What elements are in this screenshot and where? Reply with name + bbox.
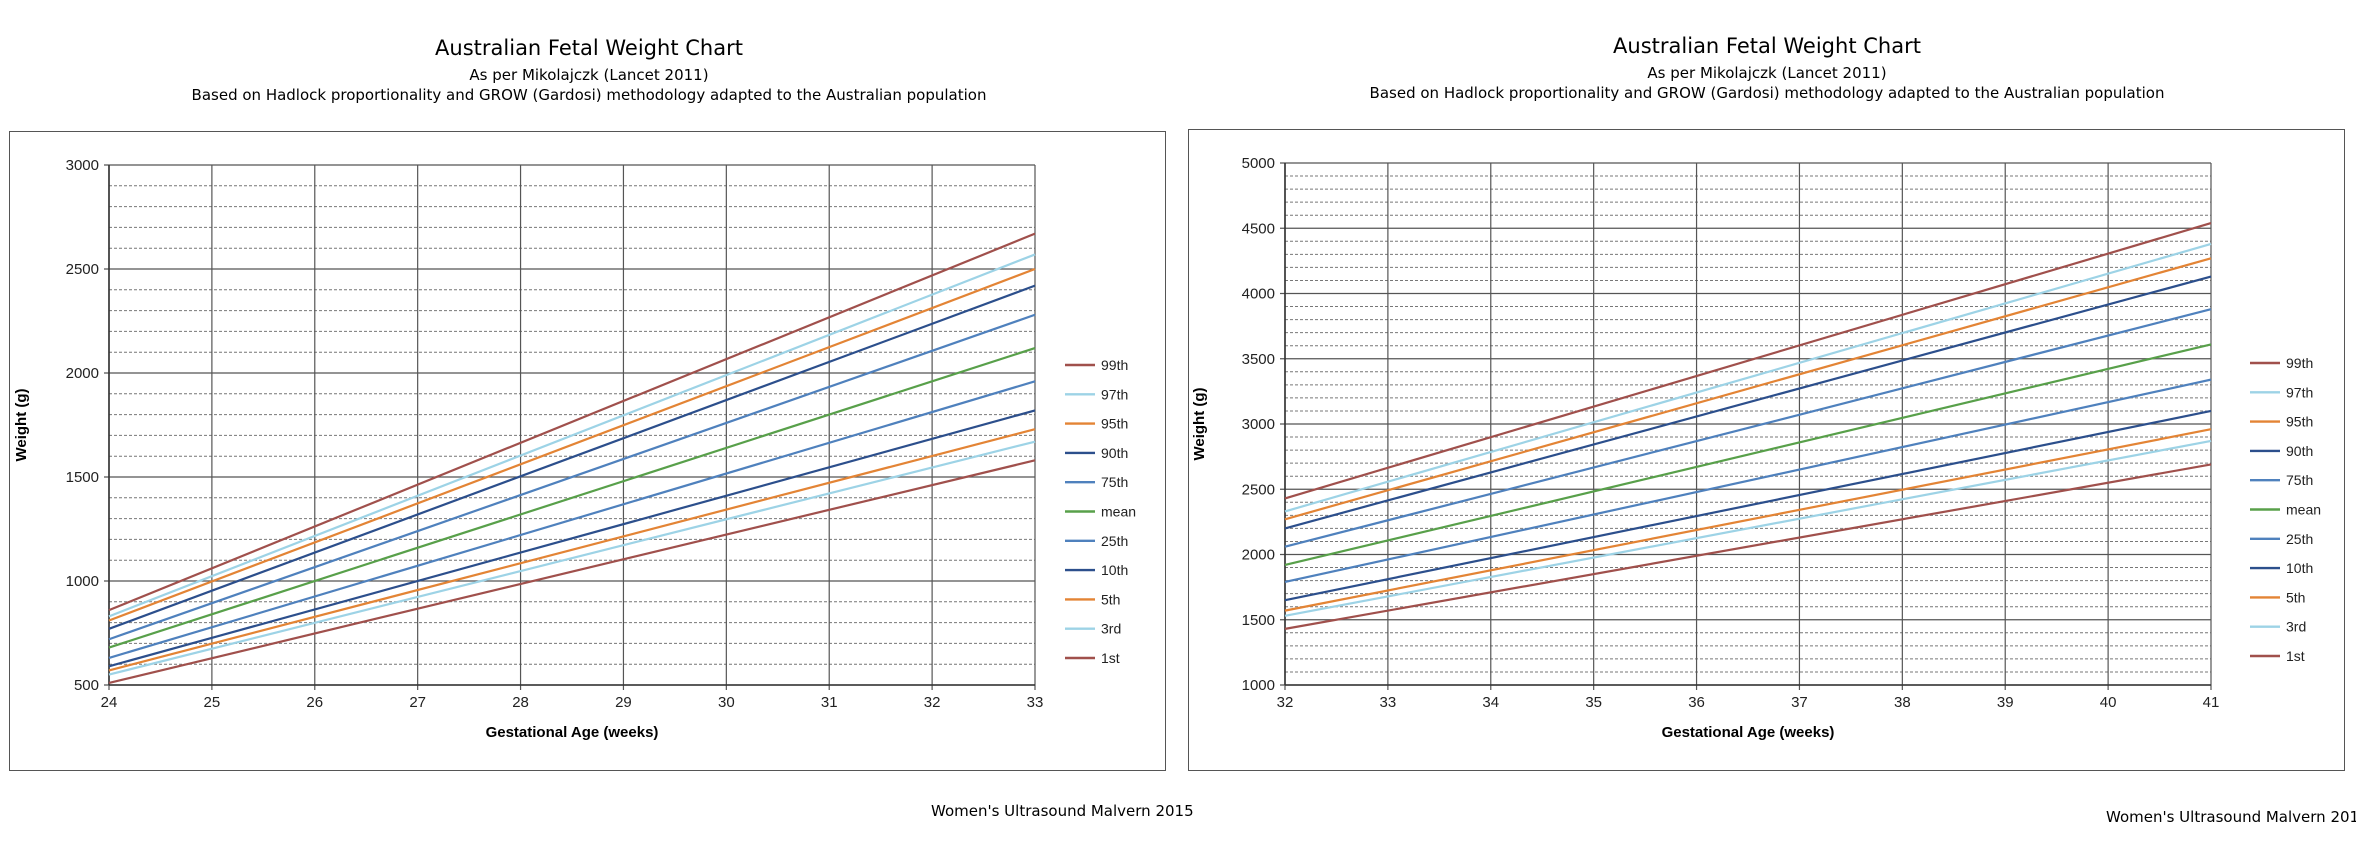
legend-label-75th: 75th: [2286, 472, 2313, 488]
x-tick-label: 38: [1894, 694, 1911, 711]
x-tick-label: 25: [204, 694, 221, 711]
x-tick-label: 24: [101, 694, 118, 711]
series-line-10th: [108, 409, 1036, 668]
legend-label-25th: 25th: [2286, 531, 2313, 547]
series-line-1st: [108, 459, 1036, 684]
legend-label-3rd: 3rd: [2286, 619, 2306, 635]
x-tick-label: 36: [1688, 694, 1705, 711]
chart-title: Australian Fetal Weight Chart: [1613, 34, 1921, 58]
legend-label-95th: 95th: [2286, 414, 2313, 430]
y-axis-title: Weight (g): [1191, 387, 1208, 460]
series-line-3rd: [108, 440, 1036, 676]
legend-label-90th: 90th: [2286, 443, 2313, 459]
legend-label-5th: 5th: [2286, 589, 2305, 605]
chart-panel-left: Australian Fetal Weight Chart As per Mik…: [9, 36, 1194, 820]
legend-label-1st: 1st: [1101, 650, 1120, 666]
series-line-90th: [108, 284, 1036, 630]
series-line-97th: [1284, 242, 2212, 513]
x-tick-label: 41: [2203, 694, 2220, 711]
y-tick-label: 2500: [1242, 481, 1275, 498]
chart-subtitle-methodology: Based on Hadlock proportionality and GRO…: [1369, 84, 2165, 102]
series-line-95th: [108, 267, 1036, 622]
chart-panel-right: Australian Fetal Weight Chart As per Mik…: [1178, 0, 2356, 844]
series-line-5th: [108, 428, 1036, 672]
y-tick-label: 3500: [1242, 351, 1275, 368]
series-line-25th: [108, 380, 1036, 660]
series-line-5th: [1284, 428, 2212, 612]
series-line-75th: [1284, 308, 2212, 548]
y-axis-title: Weight (g): [13, 388, 30, 461]
y-tick-label: 5000: [1242, 155, 1275, 172]
series-line-95th: [1284, 257, 2212, 521]
legend-label-97th: 97th: [2286, 384, 2313, 400]
y-tick-label: 2500: [66, 261, 99, 278]
x-tick-label: 39: [1997, 694, 2014, 711]
legend-label-3rd: 3rd: [1101, 621, 1121, 637]
series-line-1st: [1284, 463, 2212, 630]
legend-label-1st: 1st: [2286, 648, 2305, 664]
y-tick-label: 1500: [66, 469, 99, 486]
x-axis-title: Gestational Age (weeks): [1662, 724, 1835, 741]
x-tick-label: 35: [1585, 694, 1602, 711]
y-tick-label: 1000: [66, 573, 99, 590]
x-tick-label: 26: [306, 694, 323, 711]
legend-label-99th: 99th: [1101, 357, 1128, 373]
series-line-25th: [1284, 378, 2212, 583]
legend-label-25th: 25th: [1101, 533, 1128, 549]
x-tick-label: 37: [1791, 694, 1808, 711]
y-tick-label: 4500: [1242, 220, 1275, 237]
footer-credit-left: Women's Ultrasound Malvern 2015: [931, 802, 1194, 820]
x-tick-label: 28: [512, 694, 529, 711]
x-tick-label: 27: [409, 694, 426, 711]
x-tick-label: 34: [1482, 694, 1499, 711]
x-axis-title: Gestational Age (weeks): [486, 724, 659, 741]
y-tick-label: 3000: [1242, 416, 1275, 433]
series-line-99th: [108, 232, 1036, 612]
legend-label-97th: 97th: [1101, 386, 1128, 402]
legend-label-5th: 5th: [1101, 591, 1120, 607]
series-line-3rd: [1284, 439, 2212, 617]
x-tick-label: 33: [1027, 694, 1044, 711]
x-tick-label: 32: [924, 694, 941, 711]
series-line-10th: [1284, 409, 2212, 602]
y-tick-label: 3000: [66, 157, 99, 174]
legend-label-75th: 75th: [1101, 474, 1128, 490]
chart-subtitle: As per Mikolajczk (Lancet 2011): [469, 66, 709, 84]
series-line-97th: [108, 253, 1036, 618]
y-tick-label: 2000: [66, 365, 99, 382]
line-chart-right: 1000 1500 2000 2500 3000 3500 4000 4500 5000 32 33…: [1191, 155, 2321, 741]
y-tick-label: 500: [74, 677, 99, 694]
series-line-99th: [1284, 221, 2212, 500]
legend-label-10th: 10th: [2286, 560, 2313, 576]
x-tick-label: 33: [1380, 694, 1397, 711]
y-tick-label: 4000: [1242, 286, 1275, 303]
legend-label-95th: 95th: [1101, 416, 1128, 432]
legend-label-mean: mean: [2286, 502, 2321, 518]
chart-title: Australian Fetal Weight Chart: [435, 36, 743, 60]
series-line-75th: [108, 313, 1036, 641]
series-line-mean: [108, 346, 1036, 649]
x-tick-label: 32: [1277, 694, 1294, 711]
series-line-mean: [1284, 343, 2212, 567]
legend-label-mean: mean: [1101, 504, 1136, 520]
series-line-90th: [1284, 275, 2212, 530]
legend-label-99th: 99th: [2286, 355, 2313, 371]
chart-subtitle: As per Mikolajczk (Lancet 2011): [1647, 64, 1887, 82]
chart-subtitle-methodology: Based on Hadlock proportionality and GRO…: [191, 86, 987, 104]
y-tick-label: 2000: [1242, 547, 1275, 564]
x-tick-label: 29: [615, 694, 632, 711]
y-tick-label: 1500: [1242, 612, 1275, 629]
legend-label-10th: 10th: [1101, 562, 1128, 578]
y-tick-label: 1000: [1242, 677, 1275, 694]
x-tick-label: 31: [821, 694, 838, 711]
footer-credit-right: Women's Ultrasound Malvern 2015: [2106, 808, 2356, 826]
x-tick-label: 30: [718, 694, 735, 711]
legend-label-90th: 90th: [1101, 445, 1128, 461]
line-chart-left: 500 1000 1500 2000 2500 3000 24 25 26 27 28 29 30 31 3…: [13, 157, 1136, 741]
x-tick-label: 40: [2100, 694, 2117, 711]
